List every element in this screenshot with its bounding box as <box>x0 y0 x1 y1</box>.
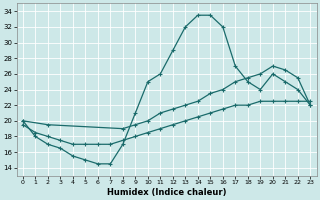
X-axis label: Humidex (Indice chaleur): Humidex (Indice chaleur) <box>107 188 226 197</box>
